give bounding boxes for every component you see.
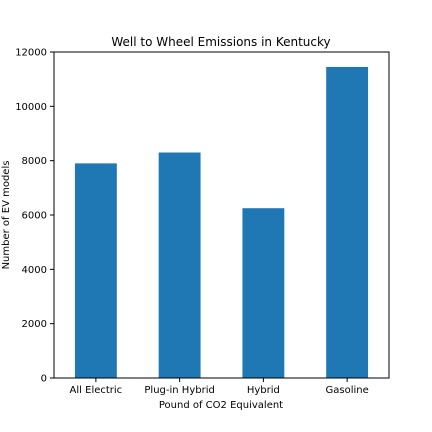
bar-2 — [242, 208, 285, 378]
bar-3 — [326, 66, 369, 379]
x-tick-label-1: Plug-in Hybrid — [144, 385, 214, 396]
y-tick-label-4: 8000 — [22, 156, 47, 167]
x-tick-label-3: Gasoline — [325, 385, 368, 396]
y-tick-label-5: 10000 — [15, 102, 47, 113]
plot-area: 0 2000 4000 6000 8000 10000 12000 All Electric P… — [15, 48, 390, 396]
y-tick-label-0: 0 — [41, 374, 47, 385]
bar-1 — [158, 152, 201, 378]
bar-0 — [74, 163, 117, 378]
y-tick-label-1: 2000 — [22, 319, 47, 330]
y-tick-label-2: 4000 — [22, 265, 47, 276]
x-tick-label-0: All Electric — [70, 385, 123, 396]
y-tick-label-6: 12000 — [15, 48, 47, 59]
x-tick-label-2: Hybrid — [247, 385, 280, 396]
y-axis-label: Number of EV models — [1, 161, 12, 270]
x-axis-label: Pound of CO2 Equivalent — [159, 400, 283, 411]
y-tick-label-3: 6000 — [22, 211, 47, 222]
chart-title: Well to Wheel Emissions in Kentucky — [111, 35, 330, 49]
